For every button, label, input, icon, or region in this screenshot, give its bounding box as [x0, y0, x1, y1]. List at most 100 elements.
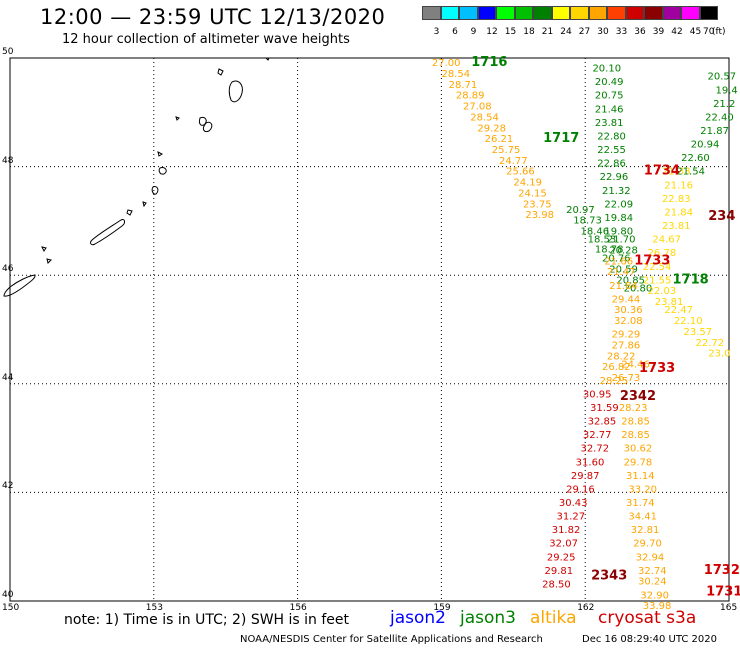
track-altika-upper-left: 27.0028.5428.7128.8927.0828.5429.2826.21… — [432, 58, 554, 221]
altimeter-tracks: 27.0028.5428.7128.8927.0828.5429.2826.21… — [432, 58, 738, 612]
longitude-label: 150 — [2, 603, 20, 613]
swh-value: 29.29 — [612, 330, 641, 341]
swh-value: 21.84 — [664, 207, 693, 218]
pass-time-label: 2343 — [591, 568, 627, 583]
swh-value: 23.98 — [525, 210, 554, 221]
mission-label-0: jason2 — [390, 608, 446, 628]
swh-value: 28.54 — [441, 69, 470, 80]
legend-swatch — [662, 6, 681, 20]
legend-tick-label: 6 — [452, 27, 458, 37]
swh-value: 31.14 — [626, 471, 655, 482]
swh-value: 20.80 — [624, 283, 653, 294]
swh-value: 20.85 — [616, 275, 645, 286]
latitude-label: 44 — [2, 372, 14, 383]
swh-value: 20.57 — [707, 72, 736, 83]
swh-value: 32.90 — [640, 590, 669, 601]
latitude-label: 46 — [2, 264, 14, 275]
legend-tick-label: 18 — [523, 27, 535, 37]
legend-tick-label: 30 — [597, 27, 609, 37]
swh-value: 19.80 — [604, 226, 633, 237]
swh-value: 28.85 — [621, 430, 650, 441]
swh-value: 28.89 — [456, 91, 485, 102]
longitude-label: 162 — [577, 603, 595, 613]
swh-value: 29.16 — [566, 484, 595, 495]
swh-value: 23.81 — [662, 221, 691, 232]
legend-tick-label: 12 — [486, 27, 498, 37]
legend-swatch — [607, 6, 626, 20]
swh-value: 34.41 — [628, 512, 657, 523]
swh-value: 20.10 — [592, 64, 621, 75]
pass-time-label: 1717 — [543, 131, 579, 146]
swh-value: 30.36 — [614, 305, 643, 316]
swh-value: 18.73 — [573, 216, 602, 227]
legend-swatch — [440, 6, 459, 20]
swh-value: 20.75 — [595, 91, 624, 102]
legend-tick-label: 15 — [504, 27, 517, 37]
swh-value: 25.75 — [492, 145, 521, 156]
swh-value: 30.95 — [583, 389, 612, 400]
swh-value: 22.86 — [597, 159, 626, 170]
swh-value: 23.75 — [523, 199, 552, 210]
legend-tick-label: 21 — [541, 27, 554, 37]
map-subtitle: 12 hour collection of altimeter wave hei… — [62, 32, 350, 47]
track-altika-lower-right-column: 24.46 26.73 28.23 28.85 28.85 30.62 29.78 31.14… — [612, 360, 672, 613]
swh-value: 18.78 — [595, 244, 624, 255]
swh-value: 28.54 — [470, 112, 499, 123]
map-frame — [9, 57, 730, 602]
swh-value: 22.83 — [662, 194, 691, 205]
swh-value: 29.25 — [547, 552, 576, 563]
swh-value: 28.22 — [607, 351, 636, 362]
swh-value: 22.60 — [681, 153, 710, 164]
track-jason3-far-right: 20.57 19.4 21.2 22.40 21.87 20.94 22.60 21.54 — [676, 72, 737, 178]
swh-value: 20.97 — [566, 205, 595, 216]
swh-value: 29.87 — [571, 471, 600, 482]
legend-swatch — [422, 6, 441, 20]
swh-value: 22.72 — [696, 338, 725, 349]
swh-value: 32.08 — [614, 316, 643, 327]
swh-value: 22.55 — [597, 145, 626, 156]
swh-value: 22.09 — [604, 199, 633, 210]
legend-tick-label: 70 — [703, 27, 715, 37]
swh-value: 31.59 — [590, 403, 619, 414]
legend-tick-label: 33 — [615, 27, 628, 37]
longitude-label: 156 — [289, 603, 307, 613]
legend-tick-label: 45 — [689, 27, 702, 37]
swh-value: 27.08 — [463, 102, 492, 113]
swh-value: 33.98 — [643, 601, 672, 612]
swh-value: 21.32 — [602, 186, 631, 197]
legend-tick-label: 42 — [671, 27, 683, 37]
swh-value: 26.82 — [602, 362, 631, 373]
legend-swatch — [681, 6, 700, 20]
legend-swatch — [699, 6, 718, 20]
legend-tick-label: 3 — [433, 27, 440, 37]
legend-swatch — [533, 6, 552, 20]
legend-tick-label: 27 — [578, 27, 591, 37]
swh-value: 20.76 — [602, 254, 631, 265]
legend-tick-label: 39 — [652, 27, 665, 37]
swh-value: 24.77 — [499, 156, 528, 167]
swh-value: 28.23 — [619, 403, 648, 414]
latitude-label: 50 — [2, 47, 14, 57]
swh-value: 27.86 — [612, 341, 641, 352]
swh-value: 30.62 — [624, 444, 653, 455]
swh-value: 20.28 — [609, 245, 638, 256]
swh-value: 23.81 — [655, 297, 684, 308]
swh-value: 21.2 — [713, 99, 735, 110]
legend-tick-label: 9 — [470, 27, 477, 37]
pass-time-label: 1731 — [706, 585, 740, 600]
legend-swatch — [459, 6, 478, 20]
swh-value: 32.94 — [636, 552, 665, 563]
swh-value: 21.47 — [607, 267, 636, 278]
swh-value: 32.07 — [549, 539, 578, 550]
legend-swatch — [588, 6, 607, 20]
map-border — [9, 57, 730, 602]
swh-value: 22.40 — [705, 112, 734, 123]
swh-value: 31.74 — [626, 498, 655, 509]
pass-time-label: 1733 — [634, 253, 670, 268]
mission-label-2: altika — [530, 608, 577, 628]
swh-value: 31.27 — [556, 512, 585, 523]
swh-value: 32.81 — [631, 525, 660, 536]
swh-value: 21.16 — [664, 180, 693, 191]
